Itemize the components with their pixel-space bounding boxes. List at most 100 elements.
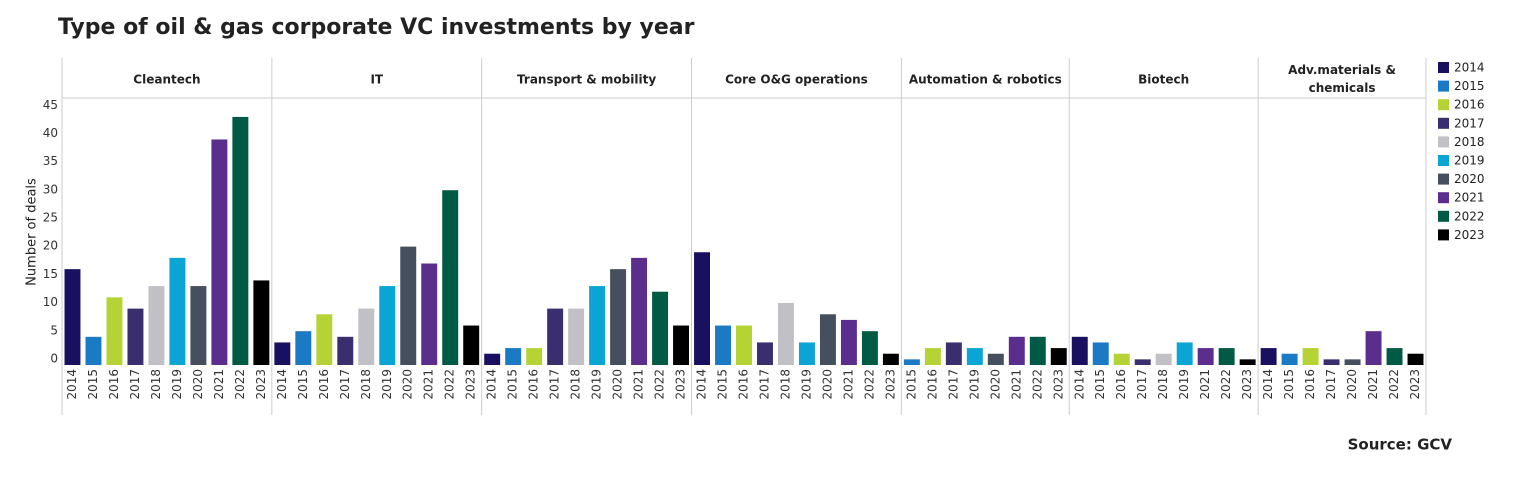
bar	[547, 308, 564, 365]
x-tick-label: 2016	[737, 369, 751, 400]
x-tick-label: 2015	[86, 369, 100, 400]
x-tick-label: 2014	[275, 369, 289, 400]
legend-label: 2022	[1454, 209, 1485, 223]
bar	[1092, 342, 1109, 365]
y-tick-label: 30	[43, 182, 58, 196]
legend-swatch	[1438, 229, 1449, 241]
bar	[1239, 359, 1256, 365]
bar	[253, 280, 270, 365]
x-tick-label: 2017	[128, 369, 142, 400]
y-tick-label: 25	[43, 211, 58, 225]
x-tick-label: 2016	[527, 369, 541, 400]
bar	[882, 353, 899, 365]
bar	[966, 348, 983, 365]
bar	[1302, 348, 1319, 365]
bar	[232, 116, 249, 366]
y-tick-label: 40	[43, 126, 58, 140]
chart-title: Type of oil & gas corporate VC investmen…	[58, 15, 695, 40]
x-tick-label: 2020	[1345, 369, 1359, 400]
bar	[169, 257, 186, 365]
legend-label: 2016	[1454, 98, 1485, 112]
x-tick-label: 2015	[296, 369, 310, 400]
bar	[819, 314, 836, 365]
bar	[631, 257, 648, 365]
x-tick-label: 2023	[464, 369, 478, 400]
bar	[1008, 336, 1025, 365]
bar	[987, 353, 1004, 365]
legend-label: 2018	[1454, 135, 1485, 149]
bar	[798, 342, 815, 365]
legend-swatch	[1438, 136, 1449, 148]
x-tick-label: 2020	[191, 369, 205, 400]
x-tick-label: 2015	[904, 369, 918, 400]
panel-title: Cleantech	[133, 73, 200, 87]
bar	[190, 286, 207, 365]
bar	[610, 269, 627, 365]
bar	[1386, 348, 1403, 365]
panel-title: IT	[370, 73, 383, 87]
x-tick-label: 2019	[967, 369, 981, 400]
legend-swatch	[1438, 155, 1449, 166]
bar	[106, 297, 123, 365]
bar	[400, 246, 417, 365]
legend-swatch	[1438, 99, 1449, 111]
bar	[945, 342, 962, 365]
x-tick-label: 2015	[506, 369, 520, 400]
bar	[64, 269, 81, 365]
x-tick-label: 2019	[170, 369, 184, 400]
panel-title: Biotech	[1138, 73, 1189, 87]
x-tick-label: 2017	[338, 369, 352, 400]
x-tick-label: 2019	[380, 369, 394, 400]
bar	[463, 325, 480, 365]
legend-swatch	[1438, 192, 1449, 204]
x-tick-label: 2022	[443, 369, 457, 400]
panel-title: Adv.materials & chemicals	[1288, 63, 1396, 95]
x-tick-label: 2021	[1366, 369, 1380, 400]
legend-label: 2021	[1454, 191, 1485, 205]
bar	[337, 336, 354, 365]
bar	[652, 291, 669, 365]
x-tick-label: 2022	[1030, 369, 1044, 400]
x-tick-label: 2015	[1093, 369, 1107, 400]
bar	[358, 308, 375, 365]
x-tick-label: 2016	[1303, 369, 1317, 400]
x-tick-label: 2014	[1072, 369, 1086, 400]
y-tick-label: 10	[43, 295, 58, 309]
x-tick-label: 2020	[988, 369, 1002, 400]
x-tick-label: 2023	[674, 369, 688, 400]
x-tick-label: 2016	[107, 369, 121, 400]
bar	[295, 331, 312, 365]
x-tick-label: 2023	[1408, 369, 1422, 400]
x-tick-label: 2021	[1198, 369, 1212, 400]
bar	[421, 263, 438, 365]
bar	[736, 325, 752, 365]
x-tick-label: 2018	[1156, 369, 1170, 400]
bar	[673, 325, 690, 365]
bar	[1134, 359, 1151, 365]
x-tick-label: 2015	[716, 369, 730, 400]
bar	[1323, 359, 1340, 365]
legend-label: 2019	[1454, 154, 1485, 168]
x-tick-label: 2019	[590, 369, 604, 400]
legend-swatch	[1438, 117, 1449, 129]
x-tick-label: 2021	[212, 369, 226, 400]
bar	[1260, 348, 1277, 365]
x-tick-label: 2014	[65, 369, 79, 400]
y-tick-label: 15	[43, 267, 58, 281]
bar	[1197, 348, 1214, 365]
x-tick-label: 2014	[1261, 369, 1275, 400]
bar	[526, 348, 543, 365]
bar	[85, 336, 102, 365]
bar	[127, 308, 144, 365]
bar	[715, 325, 731, 365]
x-tick-label: 2020	[820, 369, 834, 400]
x-tick-label: 2018	[778, 369, 792, 400]
panel-title: Core O&G operations	[725, 73, 868, 87]
bar	[379, 286, 396, 365]
legend-swatch	[1438, 210, 1449, 222]
bar	[316, 314, 333, 365]
x-tick-label: 2021	[1009, 369, 1023, 400]
bar	[1407, 353, 1424, 365]
x-tick-label: 2022	[862, 369, 876, 400]
legend-label: 2020	[1454, 172, 1485, 186]
